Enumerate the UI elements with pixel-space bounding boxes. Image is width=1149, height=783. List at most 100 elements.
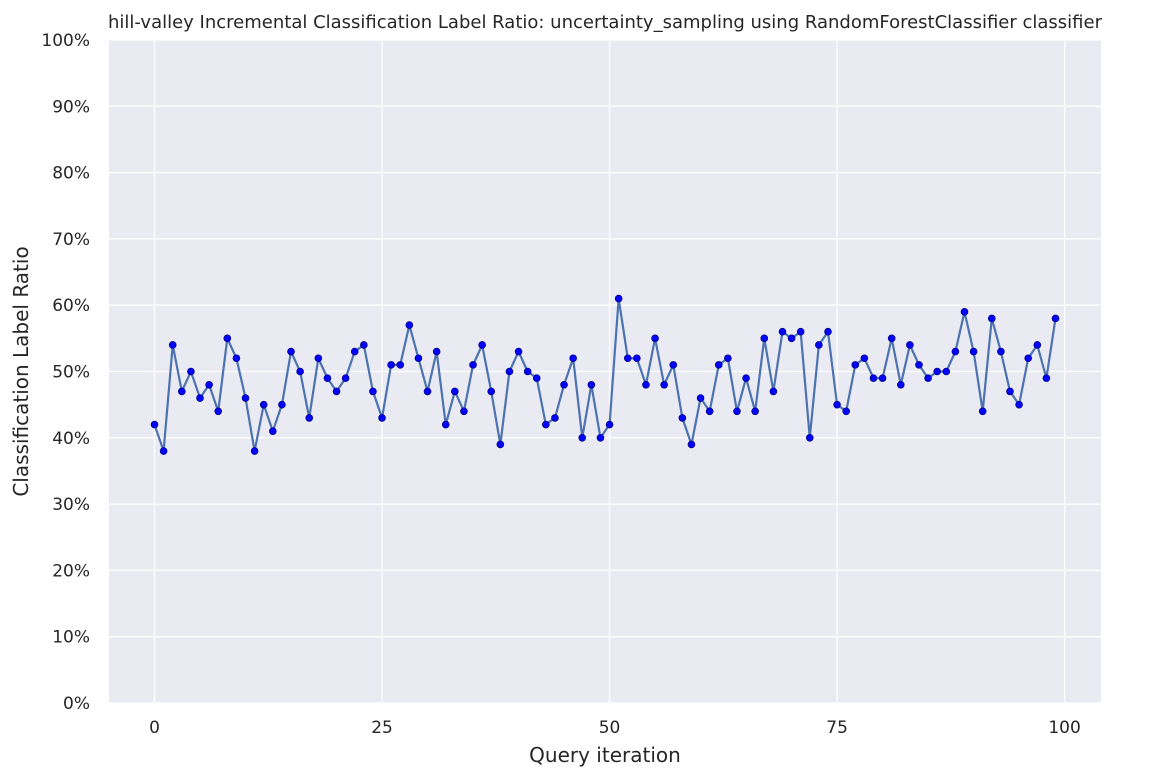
data-point bbox=[705, 407, 714, 416]
data-point bbox=[633, 354, 641, 363]
data-point bbox=[1006, 387, 1014, 396]
y-tick-label: 70% bbox=[52, 230, 90, 250]
data-point bbox=[250, 447, 259, 455]
x-tick-label: 100 bbox=[1048, 718, 1080, 738]
data-point bbox=[805, 433, 814, 442]
data-point bbox=[332, 387, 341, 396]
data-point bbox=[987, 314, 996, 323]
data-point bbox=[869, 374, 878, 382]
data-point bbox=[714, 361, 723, 369]
data-point bbox=[1024, 354, 1032, 363]
data-point bbox=[997, 347, 1005, 356]
data-point bbox=[733, 407, 741, 416]
y-tick-label: 0% bbox=[63, 694, 90, 714]
data-point bbox=[460, 407, 468, 416]
data-point bbox=[842, 407, 850, 416]
data-point bbox=[314, 354, 323, 363]
data-point bbox=[696, 394, 705, 402]
data-point bbox=[551, 414, 559, 422]
data-point bbox=[778, 327, 787, 336]
data-point bbox=[596, 433, 605, 442]
y-axis-label: Classification Label Ratio bbox=[9, 246, 33, 496]
data-point bbox=[205, 380, 213, 389]
data-point bbox=[296, 367, 304, 376]
data-point bbox=[1015, 400, 1023, 409]
y-tick-label: 60% bbox=[52, 296, 90, 316]
data-point bbox=[951, 347, 960, 356]
data-point bbox=[796, 327, 805, 336]
data-point bbox=[451, 387, 459, 396]
data-point bbox=[432, 347, 441, 356]
data-point bbox=[887, 334, 896, 343]
y-tick-label: 20% bbox=[52, 561, 90, 581]
data-point bbox=[1051, 314, 1060, 323]
data-point bbox=[760, 334, 769, 343]
data-point bbox=[196, 394, 204, 402]
data-point bbox=[259, 400, 268, 409]
x-tick-label: 0 bbox=[149, 718, 160, 738]
x-tick-label: 50 bbox=[599, 718, 621, 738]
data-point bbox=[978, 407, 987, 416]
data-point bbox=[751, 407, 759, 416]
data-point bbox=[187, 367, 195, 376]
data-point bbox=[542, 420, 550, 429]
data-point bbox=[960, 308, 969, 316]
data-point bbox=[569, 354, 577, 363]
x-tick-label: 25 bbox=[371, 718, 393, 738]
data-point bbox=[305, 414, 314, 422]
y-tick-label: 90% bbox=[52, 97, 90, 117]
data-point bbox=[560, 380, 568, 389]
data-point bbox=[769, 387, 778, 396]
grid bbox=[109, 39, 1101, 704]
data-point bbox=[232, 354, 241, 363]
data-point bbox=[214, 407, 223, 416]
data-point bbox=[1042, 374, 1051, 382]
data-point bbox=[269, 427, 277, 435]
data-point bbox=[742, 374, 750, 382]
data-point bbox=[278, 400, 286, 409]
chart-title: hill-valley Incremental Classification L… bbox=[108, 12, 1103, 33]
data-point bbox=[241, 394, 250, 402]
data-point bbox=[532, 374, 541, 382]
data-point bbox=[942, 367, 951, 376]
data-point bbox=[378, 414, 386, 422]
data-point bbox=[469, 361, 477, 369]
data-point bbox=[642, 380, 650, 389]
data-point bbox=[614, 294, 623, 303]
data-point bbox=[833, 400, 841, 409]
data-point bbox=[168, 341, 177, 349]
y-tick-label: 40% bbox=[52, 429, 90, 449]
data-point bbox=[360, 341, 368, 349]
data-point bbox=[724, 354, 732, 363]
data-point bbox=[933, 367, 941, 376]
data-point bbox=[478, 341, 486, 349]
data-point bbox=[896, 380, 905, 389]
data-point bbox=[223, 334, 232, 343]
y-tick-label: 30% bbox=[52, 495, 90, 515]
data-point bbox=[396, 361, 405, 369]
data-point bbox=[405, 321, 414, 329]
x-axis-label: Query iteration bbox=[529, 743, 681, 767]
data-point bbox=[369, 387, 377, 396]
series-line bbox=[153, 297, 1057, 453]
data-point bbox=[414, 354, 423, 363]
data-point bbox=[915, 361, 923, 369]
data-point bbox=[669, 361, 678, 369]
data-point bbox=[678, 414, 687, 422]
data-point bbox=[605, 420, 614, 429]
data-point bbox=[159, 447, 168, 455]
data-point bbox=[341, 374, 350, 382]
data-point bbox=[587, 380, 596, 389]
data-point bbox=[969, 347, 978, 356]
data-point bbox=[878, 374, 887, 382]
data-point bbox=[350, 347, 359, 356]
y-tick-label: 10% bbox=[52, 628, 90, 648]
data-point bbox=[178, 387, 186, 396]
y-tick-label: 80% bbox=[52, 164, 90, 184]
data-point bbox=[523, 367, 532, 376]
data-point bbox=[496, 440, 505, 449]
data-point bbox=[787, 334, 796, 343]
y-tick-label: 50% bbox=[52, 363, 90, 383]
